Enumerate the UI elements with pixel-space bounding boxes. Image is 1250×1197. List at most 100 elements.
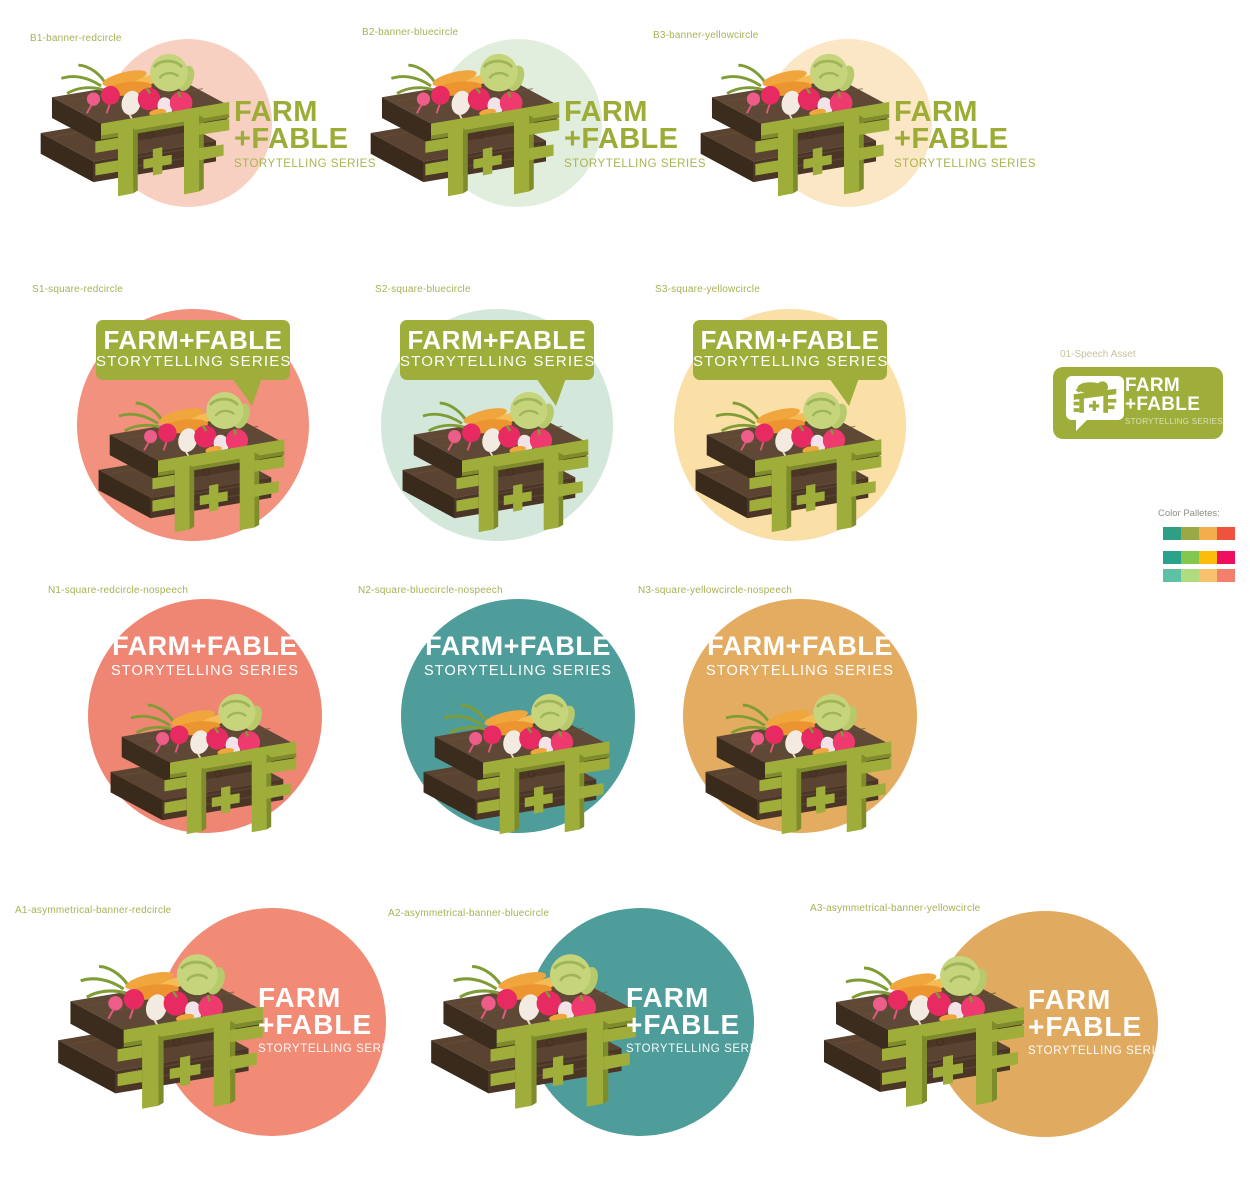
speech-bubble-banner: FARM+FABLE STORYTELLING SERIES xyxy=(400,320,596,406)
wordmark-tagline: STORYTELLING SERIES xyxy=(96,353,292,370)
wordmark-line2: +FABLE xyxy=(258,1009,373,1040)
wordmark-combined: FARM+FABLE xyxy=(103,325,283,355)
picnic-table-svg xyxy=(402,391,589,533)
wordmark: FARM +FABLE STORYTELLING SERIES xyxy=(894,96,1036,171)
wordmark: FARM+FABLE STORYTELLING SERIES xyxy=(85,631,325,680)
wordmark-line1: FARM xyxy=(626,982,710,1013)
variant-label: A3-asymmetrical-banner-yellowcircle xyxy=(810,903,981,914)
variant-label: A1-asymmetrical-banner-redcircle xyxy=(15,905,172,916)
palette-swatch xyxy=(1217,569,1235,582)
wordmark-line2: +FABLE xyxy=(626,1009,741,1040)
picnic-table-svg xyxy=(705,693,892,835)
wordmark-tagline: STORYTELLING SERIES xyxy=(626,1043,770,1055)
wordmark-tagline: STORYTELLING SERIES xyxy=(424,663,612,679)
wordmark-line2: +FABLE xyxy=(1028,1011,1143,1042)
wordmark-line2: +FABLE xyxy=(894,123,1009,155)
wordmark: FARM +FABLE STORYTELLING SERIES xyxy=(1028,984,1172,1058)
picnic-table-illustration xyxy=(818,952,1028,1112)
wordmark-tagline: STORYTELLING SERIES xyxy=(693,353,889,370)
palette-swatch xyxy=(1163,569,1181,582)
palette-swatch xyxy=(1163,527,1181,540)
wordmark: FARM +FABLE STORYTELLING SERIES xyxy=(258,982,402,1056)
wordmark-combined: FARM+FABLE xyxy=(425,631,611,661)
palette-row-3 xyxy=(1163,569,1235,582)
picnic-table-svg xyxy=(98,391,285,533)
picnic-table-svg xyxy=(370,53,560,197)
wordmark: FARM+FABLE STORYTELLING SERIES xyxy=(398,631,638,680)
color-palettes-label: Color Palletes: xyxy=(1158,508,1220,519)
palette-swatch xyxy=(1181,569,1199,582)
speech-bubble-tail xyxy=(829,378,859,406)
wordmark-combined: FARM+FABLE xyxy=(707,631,893,661)
mini-table-glyph xyxy=(1073,381,1117,413)
palette-swatch xyxy=(1199,569,1217,582)
variant-label: N1-square-redcircle-nospeech xyxy=(48,585,189,596)
picnic-table-illustration xyxy=(425,950,640,1114)
wordmark-tagline: STORYTELLING SERIES xyxy=(258,1043,402,1055)
variant-label: S3-square-yellowcircle xyxy=(655,284,760,295)
wordmark: FARM +FABLE STORYTELLING SERIES xyxy=(234,96,377,171)
wordmark-combined: FARM+FABLE xyxy=(112,631,298,661)
speech-asset-line1: FARM xyxy=(1125,375,1181,396)
speech-asset-line2: +FABLE xyxy=(1125,394,1201,415)
speech-bubble-banner: FARM+FABLE STORYTELLING SERIES xyxy=(96,320,292,406)
wordmark-line2: +FABLE xyxy=(564,123,679,155)
palette-swatch xyxy=(1163,551,1181,564)
picnic-table-svg xyxy=(700,53,890,197)
picnic-table-illustration xyxy=(35,50,233,201)
picnic-table-illustration xyxy=(93,388,288,537)
wordmark: FARM +FABLE STORYTELLING SERIES xyxy=(564,96,707,171)
picnic-table-illustration xyxy=(700,690,895,839)
wordmark-tagline: STORYTELLING SERIES xyxy=(1028,1045,1172,1057)
variant-label: B2-banner-bluecircle xyxy=(362,27,459,38)
variant-label: N3-square-yellowcircle-nospeech xyxy=(638,585,793,596)
wordmark-combined: FARM+FABLE xyxy=(407,325,587,355)
picnic-table-svg xyxy=(40,53,230,197)
wordmark-line1: FARM xyxy=(894,96,978,128)
picnic-table-svg xyxy=(824,956,1024,1107)
picnic-table-svg xyxy=(695,391,882,533)
wordmark-line1: FARM xyxy=(1028,984,1112,1015)
speech-asset-badge: FARM +FABLE STORYTELLING SERIES xyxy=(1053,367,1223,439)
palette-swatch xyxy=(1181,527,1199,540)
wordmark-tagline: STORYTELLING SERIES xyxy=(564,158,707,170)
wordmark-line1: FARM xyxy=(234,96,318,128)
speech-asset-label: 01-Speech Asset xyxy=(1060,349,1136,360)
variant-label: N2-square-bluecircle-nospeech xyxy=(358,585,503,596)
wordmark: FARM+FABLE STORYTELLING SERIES xyxy=(680,631,920,680)
speech-bubble-tail xyxy=(536,378,566,406)
variant-label: B3-banner-yellowcircle xyxy=(653,30,759,41)
speech-asset-tagline: STORYTELLING SERIES xyxy=(1125,417,1223,426)
picnic-table-illustration xyxy=(105,690,300,839)
wordmark-tagline: STORYTELLING SERIES xyxy=(234,158,377,170)
speech-bubble-tail xyxy=(1076,420,1087,431)
speech-bubble-icon xyxy=(1066,376,1124,431)
wordmark-line1: FARM xyxy=(258,982,342,1013)
variant-label: S2-square-bluecircle xyxy=(375,284,471,295)
wordmark-tagline: STORYTELLING SERIES xyxy=(111,663,299,679)
wordmark-tagline: STORYTELLING SERIES xyxy=(706,663,894,679)
wordmark-line1: FARM xyxy=(564,96,648,128)
palette-swatch xyxy=(1181,551,1199,564)
picnic-table-illustration xyxy=(365,50,563,201)
palette-row-2 xyxy=(1163,551,1235,564)
picnic-table-svg xyxy=(110,693,297,835)
speech-bubble-tail xyxy=(232,378,262,406)
speech-asset-wordmark: FARM +FABLE STORYTELLING SERIES xyxy=(1125,376,1223,426)
variant-label: A2-asymmetrical-banner-bluecircle xyxy=(388,908,550,919)
palette-row-1 xyxy=(1163,527,1235,540)
palette-swatch xyxy=(1199,527,1217,540)
wordmark-line2: +FABLE xyxy=(234,123,349,155)
picnic-table-illustration xyxy=(418,690,613,839)
speech-bubble-banner: FARM+FABLE STORYTELLING SERIES xyxy=(693,320,889,406)
wordmark-combined: FARM+FABLE xyxy=(700,325,880,355)
palette-swatch xyxy=(1217,551,1235,564)
variant-label: B1-banner-redcircle xyxy=(30,33,122,44)
picnic-table-illustration xyxy=(52,950,267,1114)
wordmark-tagline: STORYTELLING SERIES xyxy=(400,353,596,370)
picnic-table-svg xyxy=(423,693,610,835)
picnic-table-illustration xyxy=(690,388,885,537)
wordmark: FARM +FABLE STORYTELLING SERIES xyxy=(626,982,770,1056)
picnic-table-svg xyxy=(431,954,636,1109)
